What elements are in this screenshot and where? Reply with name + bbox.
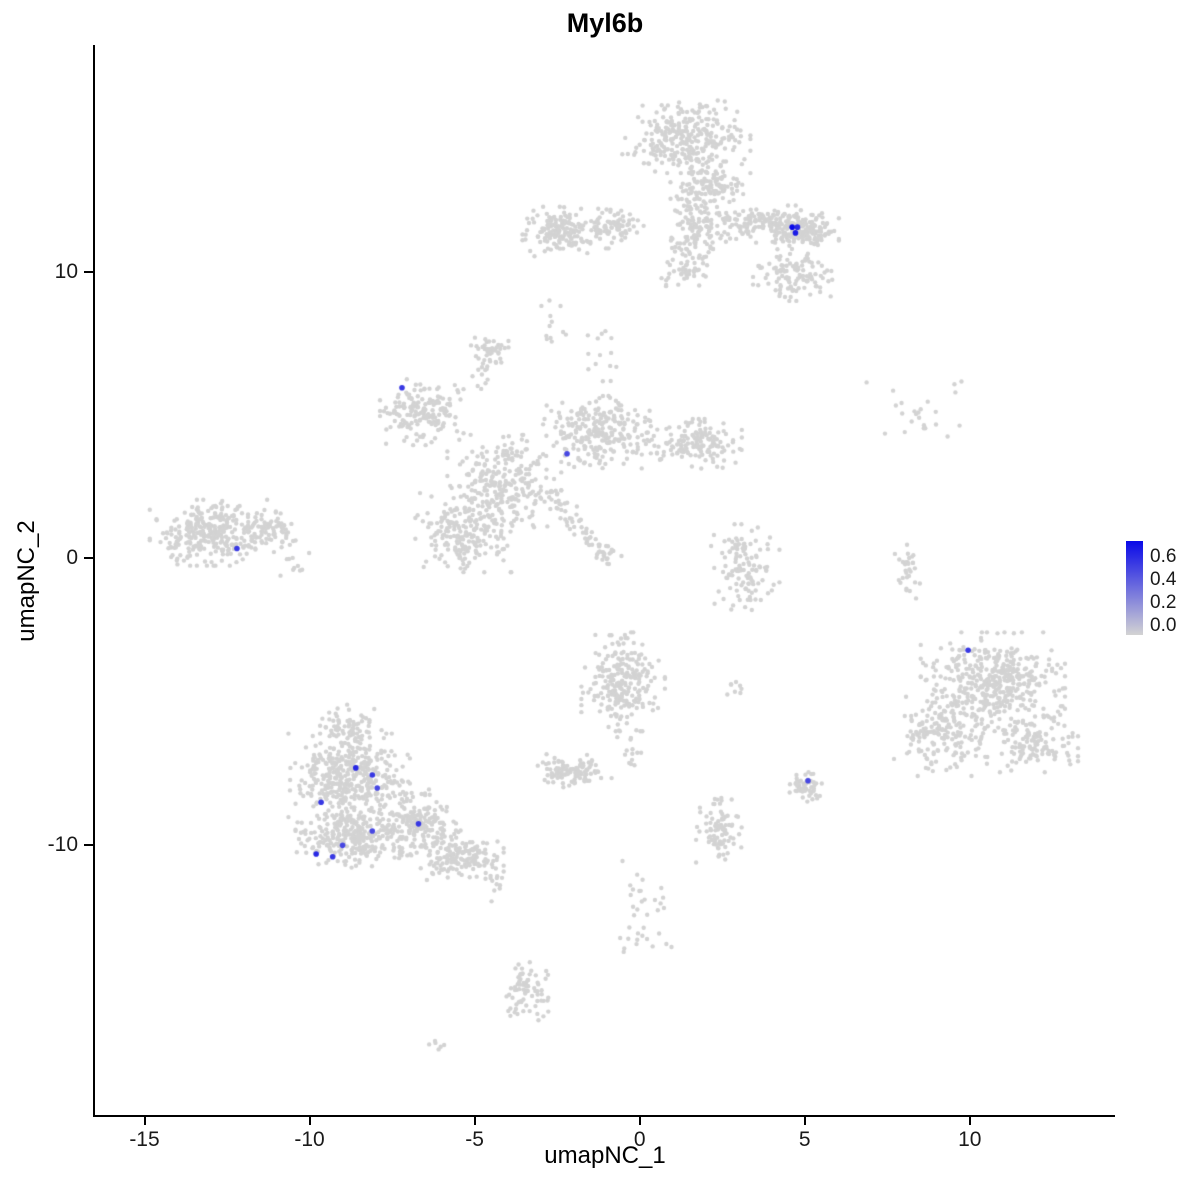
x-tick-label: -5: [465, 1128, 484, 1151]
y-tick-mark: [84, 557, 93, 560]
plot-panel: [95, 45, 1115, 1115]
y-tick-mark: [84, 270, 93, 273]
y-tick-mark: [84, 844, 93, 847]
x-axis-line: [93, 1115, 1115, 1117]
x-tick-mark: [308, 1117, 311, 1125]
x-axis-label: umapNC_1: [544, 1142, 666, 1169]
legend-label: 0.6: [1150, 546, 1177, 567]
legend-gradient-bar: [1126, 541, 1143, 635]
legend: 0.6 0.4 0.2 0.0: [1126, 541, 1176, 636]
x-tick-label: 0: [633, 1128, 646, 1151]
y-tick-label: 10: [54, 259, 78, 283]
x-tick-label: 10: [958, 1128, 982, 1151]
x-tick-mark: [803, 1117, 806, 1125]
x-tick-mark: [473, 1117, 476, 1125]
x-tick-mark: [143, 1117, 146, 1125]
legend-label: 0.4: [1150, 569, 1177, 590]
scatter-canvas: [95, 45, 1115, 1115]
x-tick-label: -15: [129, 1128, 160, 1151]
legend-label: 0.2: [1150, 592, 1177, 613]
y-tick-label: 0: [66, 546, 78, 570]
x-tick-mark: [968, 1117, 971, 1125]
legend-label: 0.0: [1150, 615, 1177, 636]
y-axis-label: umapNC_2: [13, 520, 40, 642]
plot-title: Myl6b: [566, 8, 644, 38]
x-tick-label: -10: [294, 1128, 325, 1151]
x-tick-mark: [638, 1117, 641, 1125]
y-tick-label: -10: [47, 833, 78, 857]
x-tick-label: 5: [798, 1128, 811, 1151]
legend-labels: 0.6 0.4 0.2 0.0: [1150, 545, 1176, 637]
y-axis-line: [93, 45, 95, 1117]
